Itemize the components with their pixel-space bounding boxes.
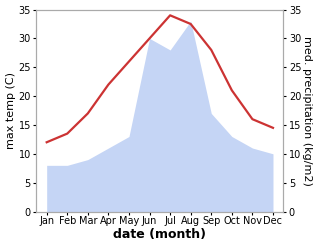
Y-axis label: med. precipitation (kg/m2): med. precipitation (kg/m2): [302, 36, 313, 185]
Y-axis label: max temp (C): max temp (C): [5, 72, 16, 149]
X-axis label: date (month): date (month): [113, 228, 206, 242]
